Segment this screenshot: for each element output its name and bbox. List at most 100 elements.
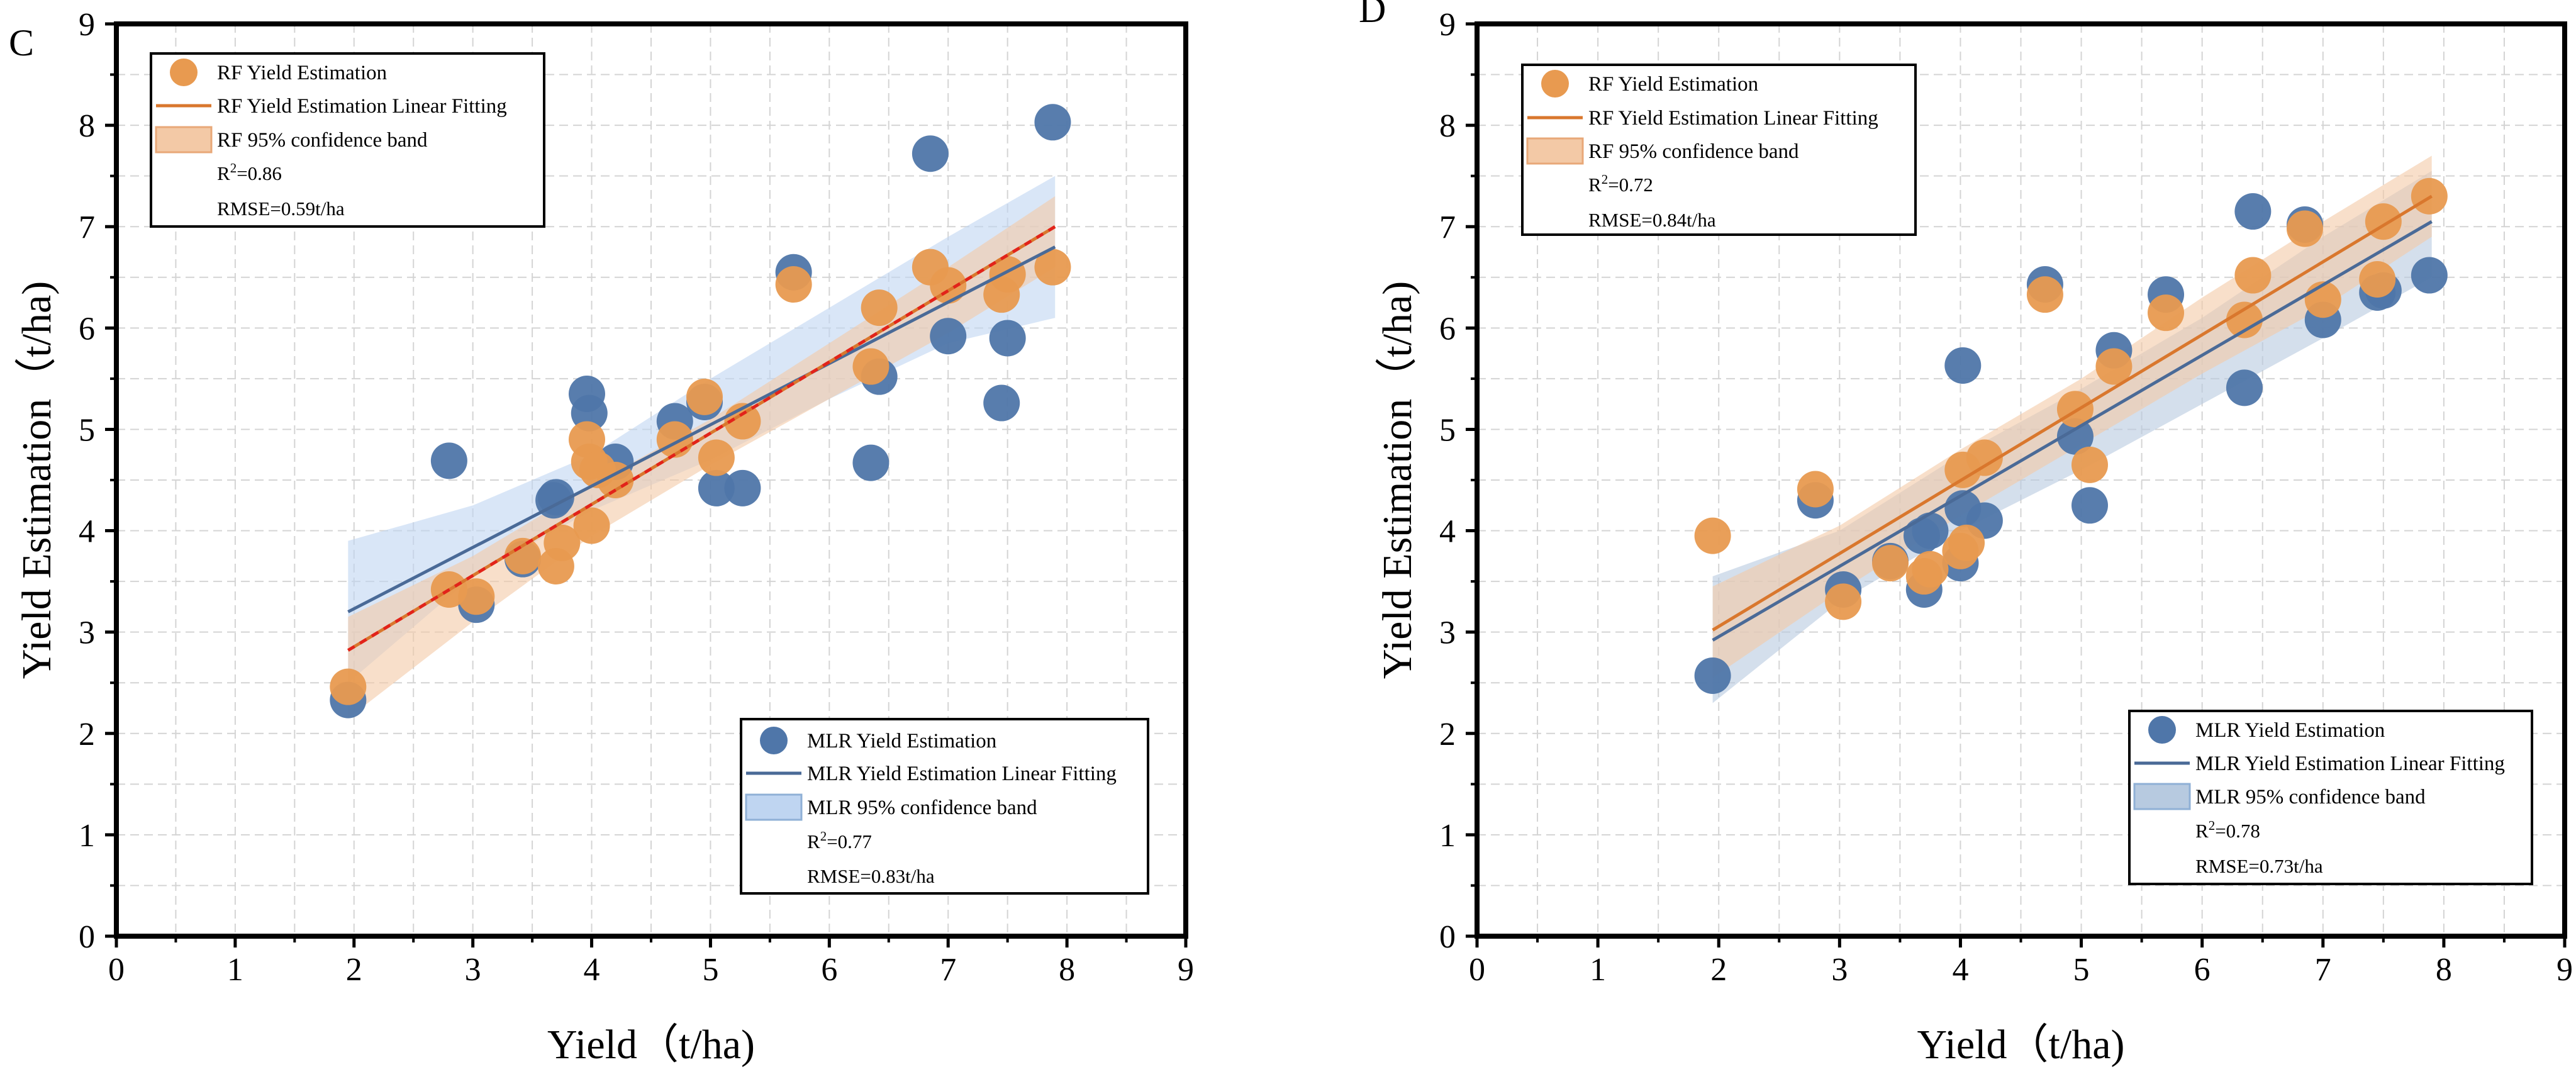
legend-entry: RF 95% confidence band [217, 129, 428, 152]
rf-point [2286, 210, 2323, 247]
legend-r2: R2=0.78 [2195, 818, 2260, 842]
legend-marker-icon [2148, 716, 2176, 744]
rf-point [1912, 551, 1949, 588]
rf-point [1694, 517, 1731, 554]
y-tick-label: 1 [79, 818, 95, 854]
legend-rmse: RMSE=0.59t/ha [217, 198, 345, 220]
mlr-point [1944, 347, 1982, 384]
chart-panel-D: 0 1 2 3 4 5 6 7 8 9 0 1 2 3 4 5 6 7 8 9 Yield（t/ha) Yield Est… [1359, 0, 2573, 1068]
rf-point [686, 378, 723, 415]
rf-point [2026, 276, 2063, 313]
rf-point [2095, 348, 2133, 385]
rf-point [2226, 301, 2263, 338]
legend-entry: MLR Yield Estimation Linear Fitting [2195, 752, 2505, 775]
y-tick-label: 4 [79, 514, 95, 550]
x-tick-label: 4 [1952, 952, 1968, 988]
chart-panel-C: 0 1 2 3 4 5 6 7 8 9 0 1 2 3 4 5 6 7 8 9 Yield（t/ha) Yield Est… [9, 7, 1194, 1068]
y-tick-label: 6 [79, 311, 95, 347]
legend-box [740, 718, 1149, 895]
mlr-point [2411, 257, 2448, 294]
y-tick-label: 2 [1439, 717, 1456, 752]
y-tick-label: 5 [79, 412, 95, 448]
rf-point [597, 462, 634, 498]
legend-rmse: RMSE=0.84t/ha [1588, 209, 1716, 231]
mlr-point [852, 444, 889, 481]
legend-rmse: RMSE=0.73t/ha [2195, 855, 2323, 877]
legend-marker-icon [170, 59, 198, 86]
rf-point [656, 421, 693, 458]
rf-point [1825, 583, 1862, 620]
rf-point [1966, 439, 2003, 476]
rf-point [1948, 524, 1985, 561]
rf-point [1872, 545, 1909, 582]
x-axis-title: Yield（t/ha) [1917, 1022, 2125, 1068]
legend-band-icon [2133, 783, 2191, 810]
mlr-point [1034, 104, 1071, 141]
y-tick-label: 6 [1439, 311, 1456, 347]
legend-box [150, 52, 545, 228]
mlr-point [571, 394, 608, 432]
rf-point [505, 537, 541, 574]
x-tick-label: 4 [584, 952, 600, 988]
rf-fit-line [347, 225, 1056, 652]
x-tick-label: 7 [2315, 952, 2331, 988]
legend-entry: RF Yield Estimation [217, 62, 387, 84]
mlr-point [912, 135, 949, 172]
legend-entry: RF Yield Estimation [1588, 73, 1758, 96]
y-tick-label: 7 [1439, 210, 1456, 245]
legend-box [1521, 64, 1917, 236]
x-tick-label: 9 [2556, 952, 2573, 988]
x-tick-label: 0 [1469, 952, 1485, 988]
mlr-point [724, 469, 761, 506]
legend-r2: R2=0.86 [217, 160, 282, 184]
x-tick-label: 9 [1178, 952, 1194, 988]
x-tick-label: 5 [702, 952, 718, 988]
mlr-point [1912, 512, 1949, 549]
legend-marker-icon [1541, 70, 1569, 98]
legend-entry: MLR 95% confidence band [807, 797, 1037, 819]
legend-band-icon [745, 793, 803, 821]
legend-r2: R2=0.72 [1588, 172, 1653, 196]
mlr-point [430, 442, 467, 479]
y-axis-title: Yield Estimation（t/ha) [14, 281, 60, 679]
y-tick-label: 3 [79, 615, 95, 651]
y-axis-title: Yield Estimation（t/ha) [1374, 281, 1420, 679]
legend-band-icon [155, 126, 213, 154]
legend-entry: MLR 95% confidence band [2195, 786, 2426, 808]
rf-fit-line [1712, 194, 2433, 632]
legend-r2: R2=0.77 [807, 829, 872, 853]
rf-point [573, 507, 610, 544]
mlr-point [2056, 418, 2094, 455]
legend-band-icon [1526, 137, 1584, 165]
legend-entry: RF 95% confidence band [1588, 140, 1799, 163]
y-tick-label: 5 [1439, 412, 1456, 448]
legend-rmse: RMSE=0.83t/ha [807, 865, 935, 887]
legend-entry: RF Yield Estimation Linear Fitting [1588, 107, 1878, 130]
rf-point [2359, 261, 2396, 298]
y-tick-label: 3 [1439, 615, 1456, 651]
x-tick-label: 5 [2073, 952, 2090, 988]
y-tick-label: 9 [1439, 7, 1456, 43]
rf-points [1694, 177, 2448, 620]
x-axis-title: Yield（t/ha) [547, 1022, 755, 1068]
rf-point [330, 668, 367, 705]
mlr-legend: MLR Yield Estimation MLR Yield Estimation… [740, 718, 1149, 895]
rf-point [2071, 446, 2109, 483]
legend-entry: MLR Yield Estimation Linear Fitting [807, 763, 1117, 785]
y-tick-label: 8 [79, 108, 95, 144]
legend-entry: MLR Yield Estimation [807, 730, 996, 752]
x-tick-label: 8 [2436, 952, 2452, 988]
panel-label: C [9, 22, 34, 64]
rf-legend: RF Yield Estimation RF Yield Estimation L… [1521, 64, 1917, 236]
axis-ticks: 0 1 2 3 4 5 6 7 8 9 0 1 2 3 4 5 6 7 8 9 [1439, 7, 2573, 988]
rf-point [698, 439, 735, 476]
mlr-fit-line [347, 245, 1056, 613]
legend-marker-icon [760, 727, 788, 754]
legend-box [2128, 710, 2533, 885]
x-tick-label: 0 [108, 952, 125, 988]
x-tick-label: 2 [1710, 952, 1727, 988]
mlr-point [698, 469, 735, 506]
rf-legend: RF Yield Estimation RF Yield Estimation L… [150, 52, 545, 228]
rf-point [852, 348, 889, 385]
